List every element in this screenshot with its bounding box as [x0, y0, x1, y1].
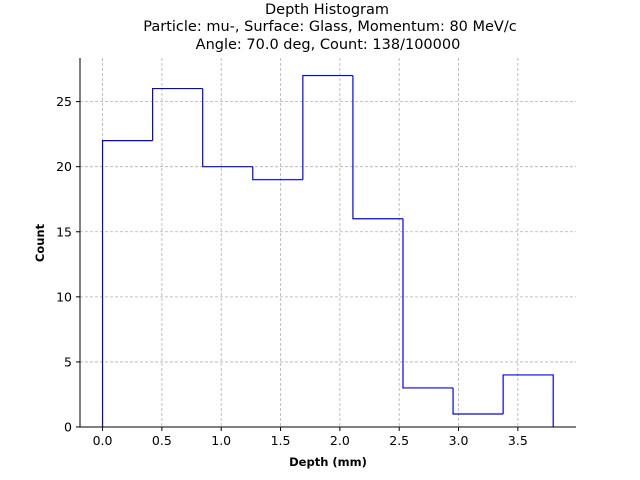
- y-axis-label: Count: [33, 223, 47, 262]
- histogram-bin-6: [402, 218, 454, 389]
- histogram-bars: [101, 74, 554, 427]
- histogram-bin-1: [152, 87, 203, 141]
- grid-lines: [80, 58, 576, 427]
- title-line-3: Angle: 70.0 deg, Count: 138/100000: [196, 37, 461, 53]
- histogram-bin-3: [252, 166, 303, 181]
- x-tick-label-3: 1.5: [271, 433, 291, 448]
- x-axis-label: Depth (mm): [289, 455, 367, 469]
- y-tick-label-3: 15: [56, 224, 72, 239]
- x-tick-label-4: 2.0: [330, 433, 350, 448]
- x-tick-label-2: 1.0: [211, 433, 231, 448]
- x-tick-label-5: 2.5: [389, 433, 409, 448]
- histogram-bin-8: [502, 374, 554, 427]
- y-tick-label-1: 5: [64, 354, 72, 369]
- title-line-1: Depth Histogram: [265, 2, 389, 18]
- histogram-bin-2: [202, 88, 253, 168]
- y-tick-label-2: 10: [56, 289, 72, 304]
- histogram-bin-0: [101, 140, 153, 427]
- x-tick-label-7: 3.5: [508, 433, 528, 448]
- y-tick-label-0: 0: [64, 420, 72, 435]
- axes: [76, 58, 576, 431]
- y-tick-label-5: 25: [56, 94, 72, 109]
- histogram-bin-4: [302, 74, 353, 180]
- histogram-bin-5: [352, 75, 403, 220]
- y-tick-label-4: 20: [56, 159, 72, 174]
- x-tick-label-0: 0.0: [93, 433, 113, 448]
- x-tick-label-1: 0.5: [152, 433, 172, 448]
- histogram-bin-7: [452, 387, 504, 415]
- chart-title: Depth Histogram Particle: mu-, Surface: …: [143, 2, 516, 53]
- tick-labels: 0.0 0.5 1.0 1.5 2.0 2.5 3.0 3.5 0 5 10 15 20 25: [56, 94, 528, 448]
- x-tick-label-6: 3.0: [449, 433, 469, 448]
- title-line-2: Particle: mu-, Surface: Glass, Momentum:…: [143, 19, 516, 35]
